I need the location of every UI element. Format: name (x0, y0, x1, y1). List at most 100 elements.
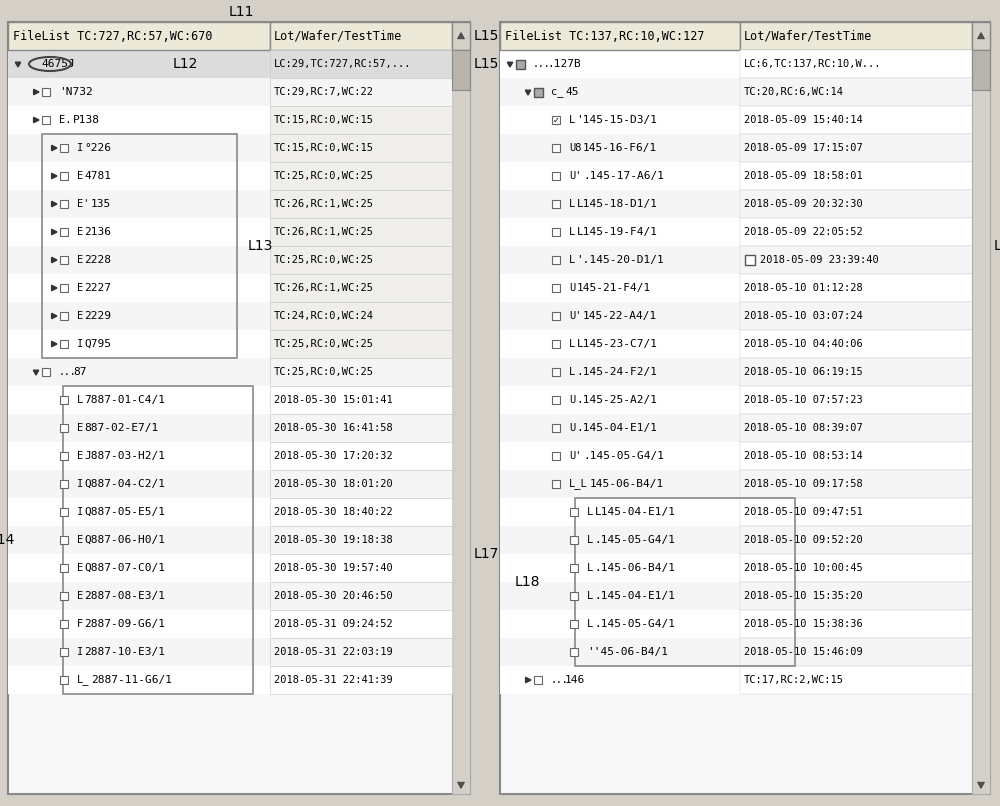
Bar (8, 470, 452, 498)
Text: TC:25,RC:0,WC:25: TC:25,RC:0,WC:25 (274, 171, 374, 181)
Text: 2227: 2227 (84, 283, 112, 293)
Polygon shape (52, 202, 57, 206)
Bar (740, 526, 972, 554)
Text: TC:15,RC:0,WC:15: TC:15,RC:0,WC:15 (274, 115, 374, 125)
Bar (500, 582, 972, 610)
Bar (552, 340, 560, 348)
Bar (740, 134, 972, 162)
Bar (8, 162, 452, 190)
Bar (270, 386, 452, 414)
Text: 2018-05-09 17:15:07: 2018-05-09 17:15:07 (744, 143, 863, 153)
Text: E: E (77, 423, 83, 433)
Bar (500, 638, 972, 666)
Text: 2018-05-30 19:57:40: 2018-05-30 19:57:40 (274, 563, 393, 573)
Bar (270, 218, 452, 246)
Text: 2018-05-10 07:57:23: 2018-05-10 07:57:23 (744, 395, 863, 405)
Bar (740, 582, 972, 610)
Bar (740, 78, 972, 106)
Bar (552, 312, 560, 320)
Bar (60, 508, 68, 516)
Text: 2229: 2229 (84, 311, 112, 321)
Text: 2018-05-10 08:39:07: 2018-05-10 08:39:07 (744, 423, 863, 433)
Bar (500, 498, 972, 526)
Text: TC:26,RC:1,WC:25: TC:26,RC:1,WC:25 (274, 283, 374, 293)
Text: E': E' (77, 199, 90, 209)
Bar (60, 480, 68, 488)
Text: I: I (77, 507, 83, 517)
Polygon shape (52, 341, 57, 347)
Bar (270, 274, 452, 302)
Text: 2018-05-10 09:17:58: 2018-05-10 09:17:58 (744, 479, 863, 489)
Bar (63, 386, 253, 694)
Text: L: L (569, 367, 575, 377)
Text: L: L (587, 619, 593, 629)
Bar (500, 666, 972, 694)
Bar (270, 358, 452, 386)
Text: TC:26,RC:1,WC:25: TC:26,RC:1,WC:25 (274, 199, 374, 209)
Bar (60, 536, 68, 544)
Bar (500, 414, 972, 442)
Text: ''45-06-B4/1: ''45-06-B4/1 (587, 647, 668, 657)
Bar (270, 498, 452, 526)
Bar (552, 368, 560, 376)
Text: E.: E. (59, 115, 72, 125)
Bar (60, 564, 68, 572)
Bar (8, 582, 452, 610)
Text: L: L (569, 227, 575, 237)
Text: E: E (77, 591, 83, 601)
Text: L145-19-F4/1: L145-19-F4/1 (576, 227, 658, 237)
Bar (534, 676, 542, 684)
Bar (60, 284, 68, 292)
Text: 887-02-E7/1: 887-02-E7/1 (84, 423, 159, 433)
Bar (500, 78, 972, 106)
Text: U: U (569, 395, 575, 405)
Bar (552, 424, 560, 432)
Bar (552, 172, 560, 180)
Text: L_L: L_L (569, 479, 588, 489)
Polygon shape (52, 173, 57, 179)
Text: LC:6,TC:137,RC:10,W...: LC:6,TC:137,RC:10,W... (744, 59, 882, 69)
Bar (740, 470, 972, 498)
Bar (500, 442, 972, 470)
Text: 145-21-F4/1: 145-21-F4/1 (576, 283, 651, 293)
Bar (8, 526, 452, 554)
Bar (570, 620, 578, 628)
Text: L: L (77, 395, 83, 405)
Bar (8, 554, 452, 582)
Bar (270, 106, 452, 134)
Bar (270, 302, 452, 330)
Polygon shape (33, 370, 39, 375)
Text: TC:24,RC:0,WC:24: TC:24,RC:0,WC:24 (274, 311, 374, 321)
Text: L: L (569, 255, 575, 265)
Bar (500, 470, 972, 498)
Text: 2018-05-10 03:07:24: 2018-05-10 03:07:24 (744, 311, 863, 321)
Bar (552, 144, 560, 152)
Bar (270, 666, 452, 694)
Bar (60, 340, 68, 348)
Bar (60, 228, 68, 236)
Bar (60, 396, 68, 404)
Text: FileList TC:727,RC:57,WC:670: FileList TC:727,RC:57,WC:670 (13, 30, 212, 43)
Bar (60, 424, 68, 432)
Text: LC:29,TC:727,RC:57,...: LC:29,TC:727,RC:57,... (274, 59, 412, 69)
Bar (60, 592, 68, 600)
Bar (270, 330, 452, 358)
Bar (552, 228, 560, 236)
Text: L: L (587, 535, 593, 545)
Text: 7887-01-C4/1: 7887-01-C4/1 (84, 395, 166, 405)
Text: I: I (77, 143, 83, 153)
Bar (552, 256, 560, 264)
Text: 2018-05-09 22:05:52: 2018-05-09 22:05:52 (744, 227, 863, 237)
Text: L145-23-C7/1: L145-23-C7/1 (576, 339, 658, 349)
Text: 2018-05-30 20:46:50: 2018-05-30 20:46:50 (274, 591, 393, 601)
Bar (500, 22, 740, 50)
Polygon shape (15, 62, 21, 67)
Text: I: I (77, 647, 83, 657)
Text: U: U (569, 283, 575, 293)
Text: 2018-05-31 22:41:39: 2018-05-31 22:41:39 (274, 675, 393, 685)
Bar (516, 60, 524, 69)
Text: L14: L14 (0, 533, 15, 547)
Text: 2887-10-E3/1: 2887-10-E3/1 (84, 647, 166, 657)
Polygon shape (52, 314, 57, 318)
Text: .145-17-A6/1: .145-17-A6/1 (583, 171, 664, 181)
